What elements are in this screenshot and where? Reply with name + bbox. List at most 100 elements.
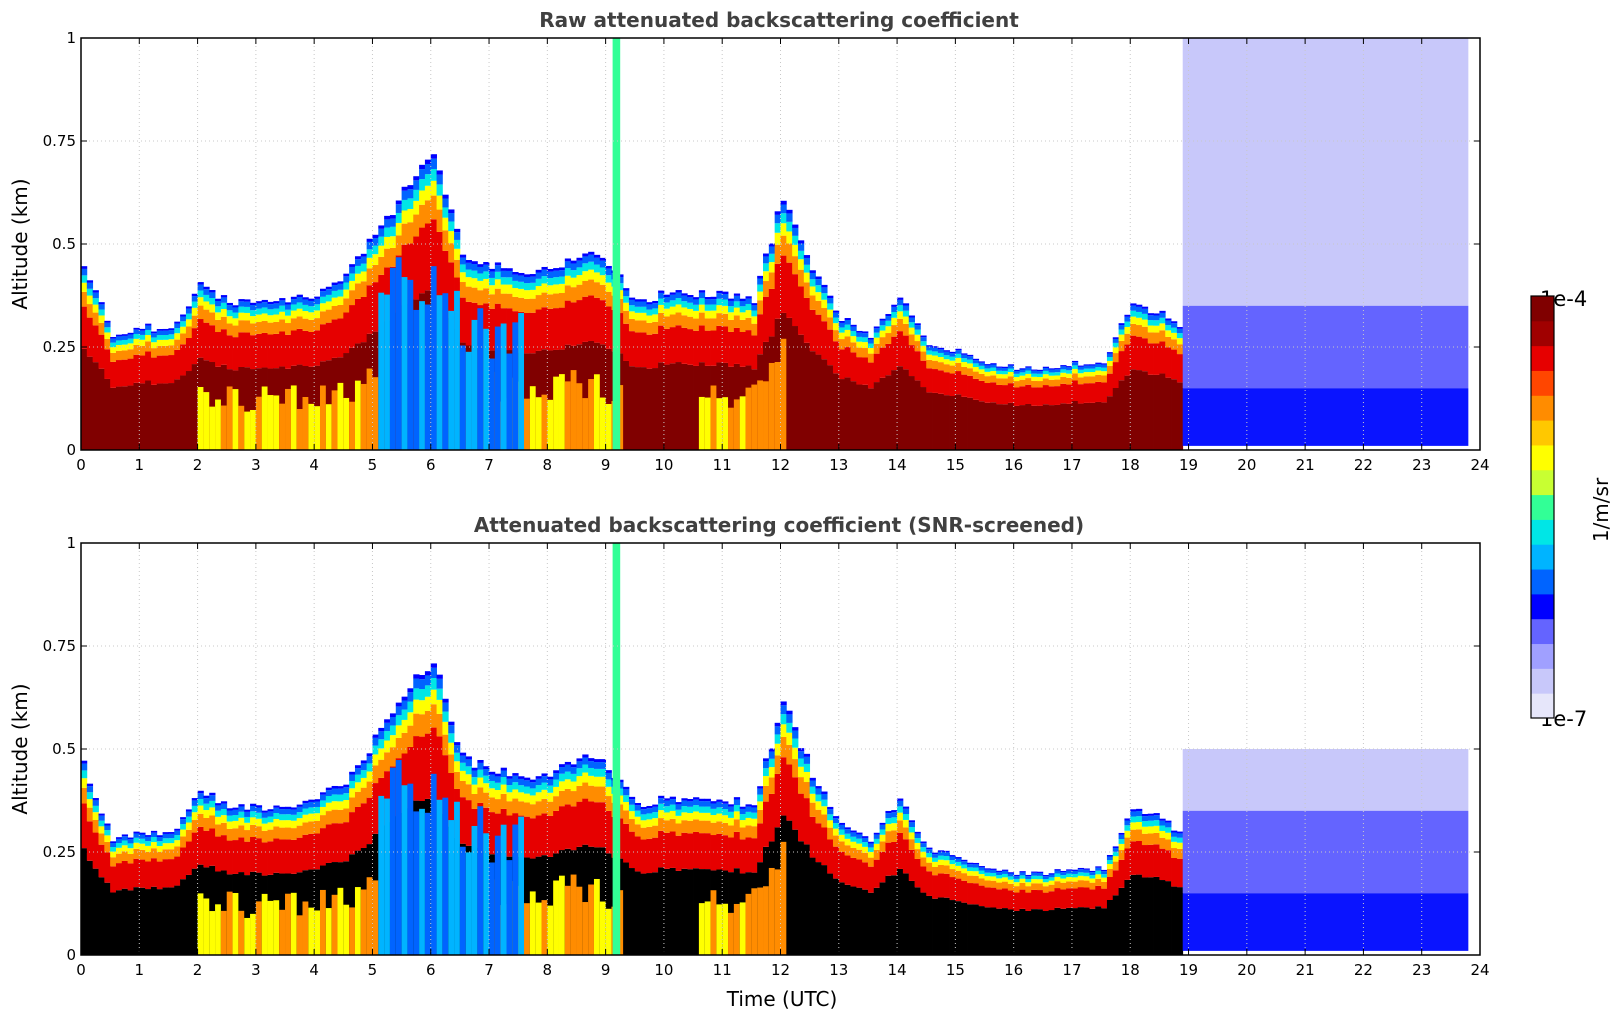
- heatmap-cell: [454, 771, 461, 789]
- heatmap-cell: [319, 303, 327, 312]
- heatmap-cell: [1071, 888, 1079, 909]
- heatmap-cell: [98, 813, 105, 816]
- heatmap-cell: [1013, 405, 1020, 450]
- heatmap-cell: [745, 804, 752, 807]
- heatmap-cell: [932, 347, 939, 352]
- heatmap-cell: [168, 355, 175, 384]
- heatmap-cell: [349, 780, 356, 789]
- heatmap-cell: [343, 808, 350, 823]
- heatmap-cell: [104, 327, 111, 333]
- heatmap-cell: [302, 318, 309, 331]
- heatmap-cell: [640, 332, 647, 368]
- heatmap-cell: [407, 701, 414, 713]
- heatmap-cell: [553, 376, 560, 450]
- heatmap-cell: [821, 793, 828, 800]
- heatmap-cell: [1124, 837, 1131, 849]
- heatmap-cell: [384, 267, 391, 322]
- heatmap-cell: [1171, 349, 1178, 380]
- heatmap-cell: [844, 336, 851, 348]
- heatmap-cell: [1031, 871, 1038, 873]
- heatmap-cell: [459, 762, 467, 771]
- heatmap-cell: [81, 291, 88, 307]
- heatmap-cell: [902, 819, 910, 828]
- heatmap-cell: [943, 355, 950, 360]
- heatmap-cell: [809, 270, 816, 273]
- heatmap-cell: [605, 403, 612, 450]
- heatmap-cell: [372, 880, 379, 955]
- heatmap-cell: [413, 236, 420, 300]
- heatmap-cell: [663, 798, 671, 801]
- heatmap-cell: [238, 299, 245, 302]
- heatmap-cell: [1013, 387, 1020, 406]
- heatmap-cell: [1106, 876, 1114, 900]
- heatmap-cell: [856, 838, 863, 844]
- heatmap-cell: [716, 821, 723, 834]
- heatmap-cell: [372, 264, 379, 283]
- heatmap-cell: [856, 832, 863, 835]
- heatmap-cell: [739, 319, 746, 332]
- heatmap-cell: [209, 290, 216, 293]
- heatmap-cell: [628, 811, 636, 820]
- heatmap-cell: [728, 811, 735, 818]
- heatmap-cell: [1042, 370, 1050, 375]
- heatmap-cell: [1101, 364, 1108, 368]
- heatmap-cell: [191, 293, 198, 297]
- heatmap-cell: [850, 324, 857, 327]
- heatmap-cell: [780, 736, 787, 758]
- heatmap-cell: [401, 709, 408, 720]
- heatmap-cell: [768, 751, 776, 759]
- heatmap-cell: [1147, 844, 1154, 878]
- heatmap-cell: [1171, 848, 1178, 858]
- heatmap-cell: [949, 856, 956, 861]
- heatmap-cell: [442, 702, 449, 712]
- heatmap-cell: [1141, 371, 1149, 450]
- heatmap-cell: [867, 343, 875, 349]
- heatmap-cell: [1153, 832, 1160, 845]
- heatmap-cell: [325, 802, 333, 812]
- heatmap-cell: [436, 231, 443, 297]
- heatmap-cell: [430, 168, 437, 181]
- heatmap-cell: [1147, 325, 1154, 333]
- heatmap-cell: [389, 713, 397, 718]
- heatmap-cell: [465, 277, 472, 287]
- heatmap-cell: [121, 888, 129, 955]
- heatmap-cell: [279, 305, 286, 312]
- heatmap-cell: [81, 760, 88, 764]
- heatmap-cell: [768, 243, 776, 247]
- heatmap-cell: [244, 320, 251, 333]
- heatmap-cell: [529, 818, 537, 859]
- heatmap-cell: [494, 776, 502, 783]
- heatmap-cell: [564, 779, 572, 789]
- colorbar-swatch: [1531, 569, 1554, 595]
- heatmap-cell: [238, 306, 245, 313]
- heatmap-cell: [628, 804, 636, 812]
- y-tick-label: 0.25: [43, 338, 76, 356]
- heatmap-cell: [273, 395, 280, 450]
- heatmap-cell: [838, 834, 846, 842]
- heatmap-cell: [250, 409, 257, 450]
- heatmap-cell: [145, 380, 152, 450]
- heatmap-cell: [955, 901, 962, 955]
- heatmap-cell: [658, 362, 665, 450]
- heatmap-cell: [838, 882, 846, 955]
- heatmap-cell: [518, 275, 525, 282]
- heatmap-cell: [180, 836, 187, 848]
- heatmap-cell: [104, 852, 111, 883]
- heatmap-cell: [203, 294, 210, 302]
- heatmap-cell: [1077, 384, 1085, 404]
- heatmap-cell: [1077, 369, 1085, 374]
- heatmap-cell: [838, 851, 846, 883]
- heatmap-cell: [932, 875, 939, 899]
- heatmap-cell: [873, 343, 880, 354]
- heatmap-cell: [407, 279, 414, 450]
- heatmap-cell: [448, 773, 455, 827]
- heatmap-cell: [1159, 323, 1166, 331]
- heatmap-cell: [885, 333, 892, 344]
- heatmap-cell: [757, 823, 764, 863]
- heatmap-cell: [797, 758, 805, 767]
- heatmap-cell: [972, 378, 980, 400]
- heatmap-cell: [908, 849, 915, 881]
- heatmap-cell: [751, 838, 758, 873]
- heatmap-cell: [757, 788, 764, 795]
- heatmap-cell: [687, 798, 694, 802]
